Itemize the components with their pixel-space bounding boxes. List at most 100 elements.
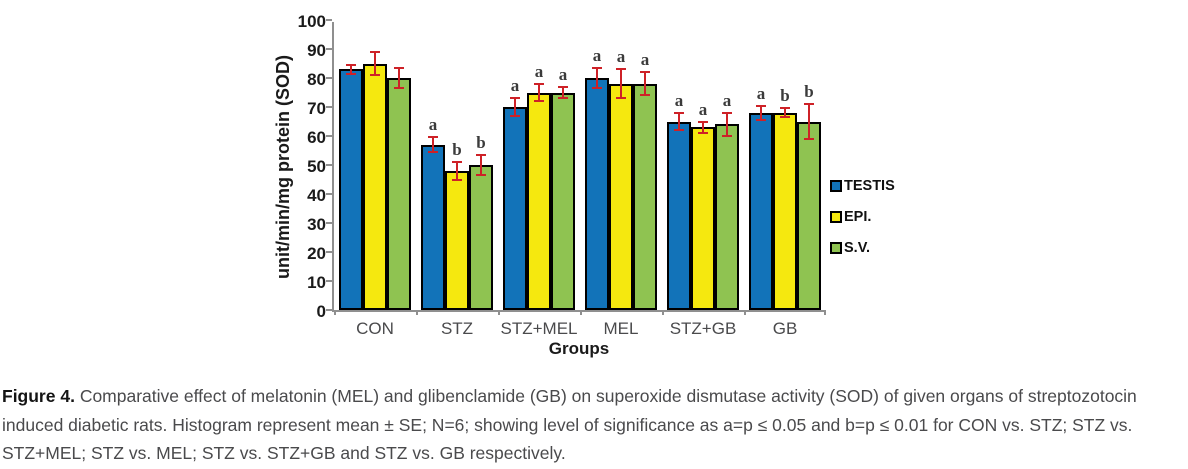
barwrap-S.V.-MEL: a bbox=[633, 22, 657, 310]
error-bar-cap bbox=[476, 153, 486, 156]
error-bar-cap bbox=[616, 68, 626, 71]
error-bar bbox=[350, 64, 352, 74]
error-bar bbox=[726, 112, 728, 136]
error-bar bbox=[374, 51, 376, 76]
error-bar-cap bbox=[722, 135, 732, 137]
error-bar-cap bbox=[698, 120, 708, 123]
significance-letter: b bbox=[476, 132, 486, 152]
barwrap-TESTIS-STZ+MEL: a bbox=[503, 22, 527, 310]
bar-S.V.-STZ+MEL bbox=[551, 92, 575, 310]
barwrap-EPI.-GB: b bbox=[773, 22, 797, 310]
barwrap-S.V.-STZ: b bbox=[469, 22, 493, 310]
bar-S.V.-STZ+GB bbox=[715, 124, 739, 310]
figure-caption-label: Figure 4. bbox=[2, 386, 75, 406]
y-tick-label-70: 70 bbox=[307, 99, 326, 118]
error-bar-cap bbox=[804, 103, 814, 106]
barwrap-S.V.-GB: b bbox=[797, 22, 821, 310]
bar-TESTIS-MEL bbox=[585, 78, 609, 310]
barwrap-EPI.-STZ: b bbox=[445, 22, 469, 310]
bar-S.V.-MEL bbox=[633, 83, 657, 310]
bar-EPI.-CON bbox=[363, 63, 387, 310]
bar-EPI.-GB bbox=[773, 112, 797, 310]
error-bar-cap bbox=[592, 66, 602, 69]
error-bar-cap bbox=[674, 111, 684, 114]
significance-letter: a bbox=[722, 90, 732, 110]
y-tick-label-100: 100 bbox=[297, 12, 326, 31]
significance-letter: a bbox=[558, 64, 568, 84]
y-tick-mark bbox=[326, 222, 332, 224]
error-bar bbox=[784, 108, 786, 118]
x-tick-mark bbox=[498, 310, 500, 315]
bar-EPI.-STZ bbox=[445, 170, 469, 310]
error-bar-cap bbox=[698, 132, 708, 135]
legend-item-TESTIS: TESTIS bbox=[830, 178, 895, 194]
legend-label-EPI.: EPI. bbox=[844, 209, 872, 225]
y-axis: 0 10 20 30 40 50 60 70 80 90 100 bbox=[296, 12, 332, 321]
error-bar-cap bbox=[452, 161, 462, 164]
bar-group-CON bbox=[334, 22, 416, 310]
error-bar bbox=[514, 98, 516, 116]
error-bar-cap bbox=[510, 114, 520, 117]
barwrap-S.V.-CON bbox=[387, 22, 411, 310]
significance-letter: a bbox=[428, 115, 438, 135]
barwrap-S.V.-STZ+GB: a bbox=[715, 22, 739, 310]
legend-item-EPI.: EPI. bbox=[830, 209, 895, 225]
bar-TESTIS-STZ+GB bbox=[667, 121, 691, 310]
error-bar-cap bbox=[592, 87, 602, 90]
bar-TESTIS-CON bbox=[339, 69, 363, 310]
figure-caption: Figure 4. Comparative effect of melatoni… bbox=[2, 382, 1186, 468]
significance-letter: a bbox=[640, 50, 650, 70]
x-category-label-STZ: STZ bbox=[440, 319, 474, 338]
y-tick-mark bbox=[326, 19, 332, 21]
error-bar-cap bbox=[394, 66, 404, 69]
bar-EPI.-MEL bbox=[609, 83, 633, 310]
error-bar bbox=[760, 105, 762, 121]
error-bar-cap bbox=[370, 50, 380, 53]
error-bar-cap bbox=[640, 94, 650, 97]
y-tick-mark bbox=[326, 193, 332, 195]
error-bar-cap bbox=[394, 87, 404, 90]
significance-letter: a bbox=[674, 90, 684, 110]
x-tick-mark bbox=[416, 310, 418, 315]
y-axis-title-column: unit/min/mg protein (SOD) bbox=[270, 22, 296, 312]
bar-TESTIS-STZ+MEL bbox=[503, 107, 527, 310]
bar-S.V.-CON bbox=[387, 78, 411, 310]
error-bar-cap bbox=[804, 137, 814, 140]
bar-TESTIS-GB bbox=[749, 112, 773, 310]
error-bar-cap bbox=[674, 129, 684, 132]
y-tick-label-30: 30 bbox=[307, 215, 326, 234]
y-tick-mark bbox=[326, 251, 332, 253]
x-tick-mark bbox=[334, 310, 336, 315]
x-category-label-STZ+GB: STZ+GB bbox=[669, 319, 737, 338]
error-bar bbox=[678, 112, 680, 131]
error-bar-cap bbox=[534, 100, 544, 103]
x-category-label-STZ+MEL: STZ+MEL bbox=[500, 319, 578, 338]
bar-TESTIS-STZ bbox=[421, 144, 445, 310]
y-tick-mark bbox=[326, 309, 332, 311]
legend-item-S.V.: S.V. bbox=[830, 240, 895, 256]
x-category-label-CON: CON bbox=[356, 319, 394, 338]
y-tick-label-80: 80 bbox=[307, 70, 326, 89]
x-category-label-MEL: MEL bbox=[603, 319, 639, 338]
barwrap-EPI.-CON bbox=[363, 22, 387, 310]
legend-label-TESTIS: TESTIS bbox=[844, 178, 895, 194]
barwrap-TESTIS-MEL: a bbox=[585, 22, 609, 310]
y-tick-mark bbox=[326, 48, 332, 50]
x-tick-mark bbox=[824, 310, 826, 315]
bar-S.V.-STZ bbox=[469, 165, 493, 310]
error-bar-cap bbox=[558, 97, 568, 100]
barwrap-TESTIS-GB: a bbox=[749, 22, 773, 310]
error-bar-cap bbox=[780, 107, 790, 110]
y-tick-label-0: 0 bbox=[316, 302, 326, 321]
x-axis-title: Groups bbox=[548, 339, 610, 358]
barwrap-EPI.-MEL: a bbox=[609, 22, 633, 310]
error-bar bbox=[538, 83, 540, 102]
error-bar-cap bbox=[780, 116, 790, 119]
y-tick-mark bbox=[326, 77, 332, 79]
significance-letter: a bbox=[756, 83, 766, 103]
y-tick-label-40: 40 bbox=[307, 186, 326, 205]
legend-swatch-S.V.-icon bbox=[830, 242, 842, 254]
